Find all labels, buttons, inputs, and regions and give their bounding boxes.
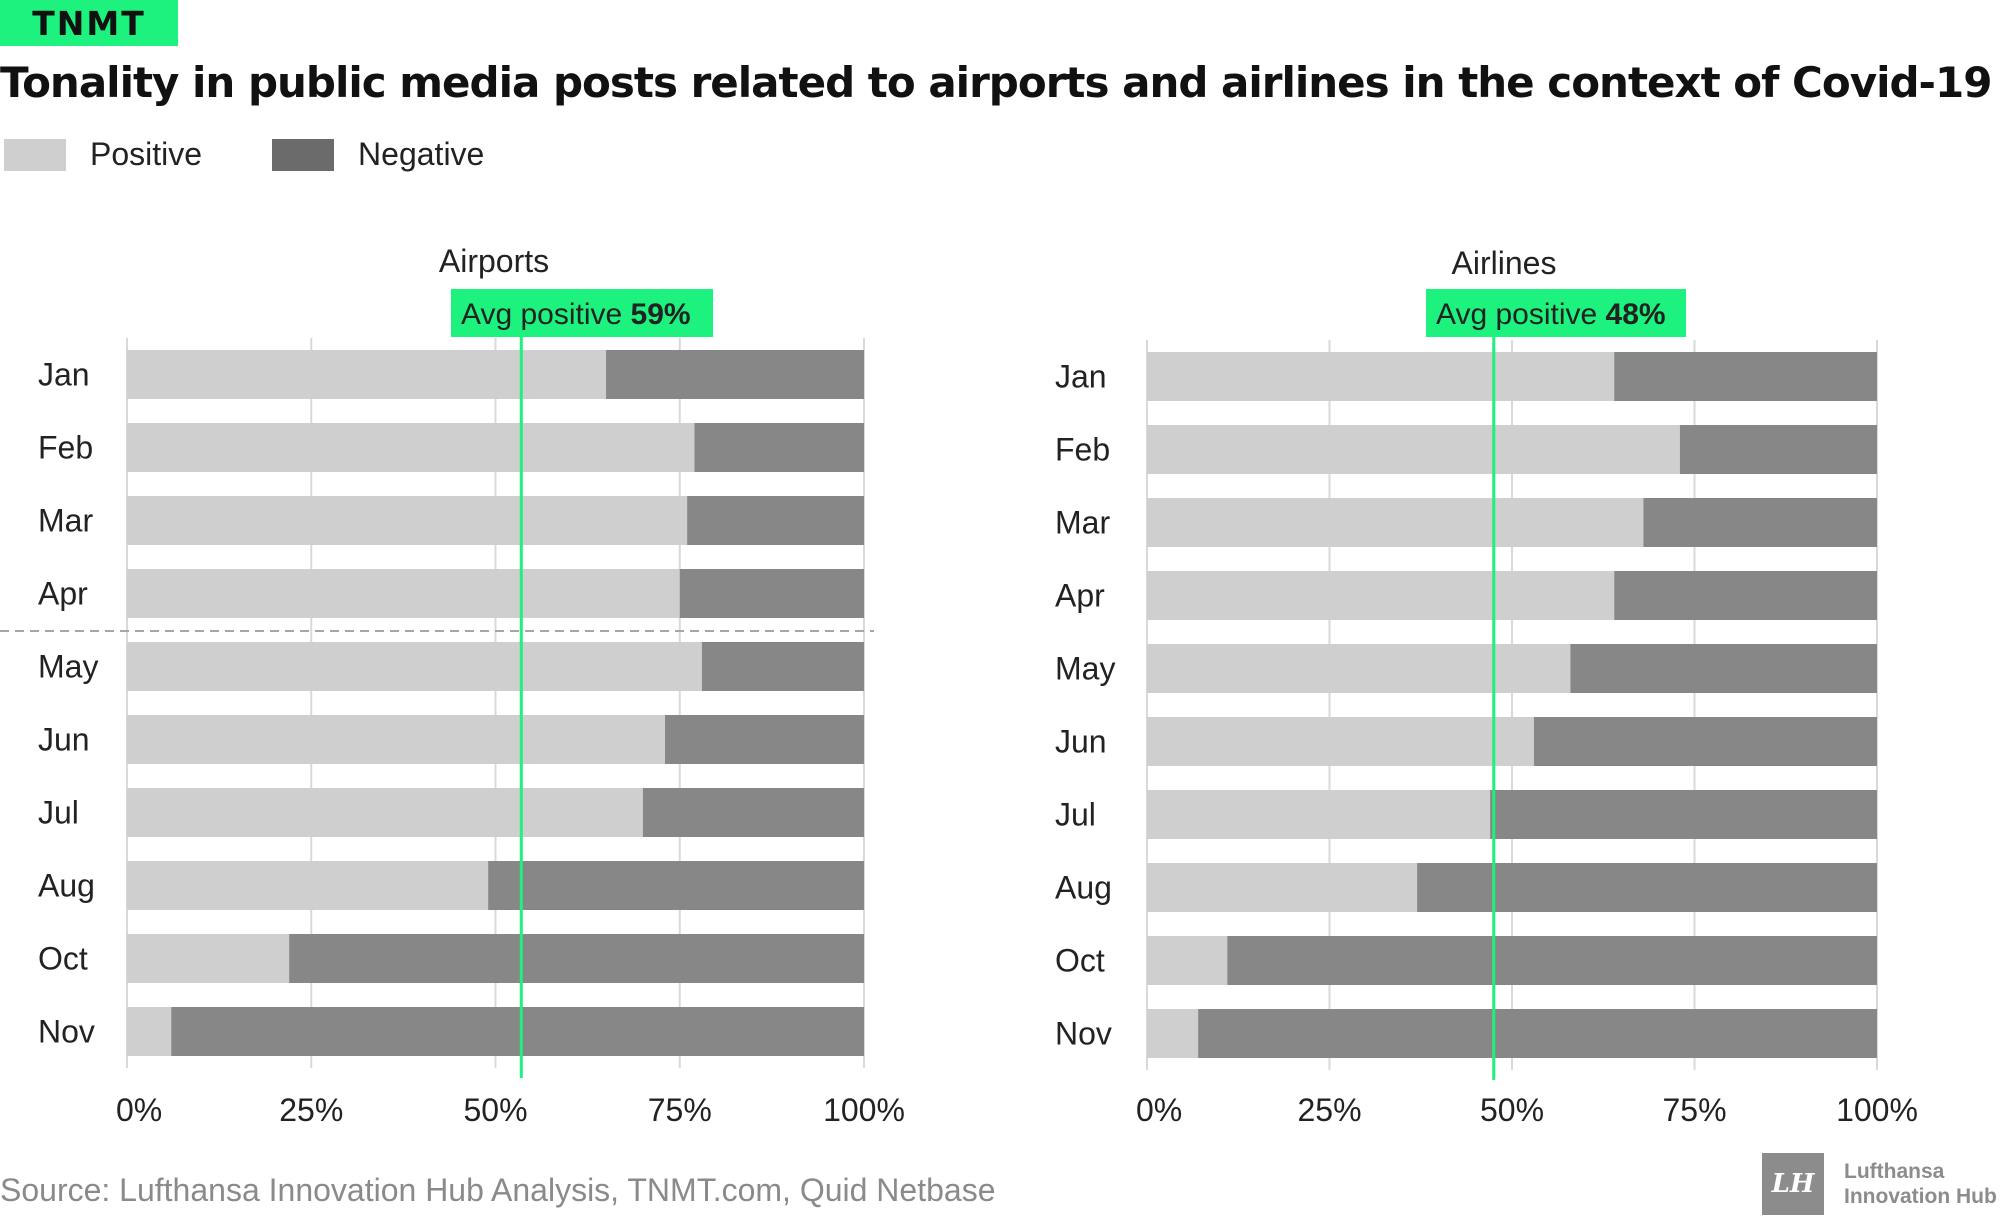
bar-airports-oct-negative [289,934,864,983]
bar-airports-aug-negative [488,861,864,910]
logo-text: Lufthansa Innovation Hub [1844,1159,1997,1209]
bar-airports-jun-negative [665,715,864,764]
logo-line-2: Innovation Hub [1844,1185,1997,1208]
bar-airports-feb-positive [127,423,695,472]
category-label-airlines-jan: Jan [1055,359,1107,395]
tick-label-airports-1: 25% [279,1092,343,1128]
legend: Positive Negative [4,136,554,173]
category-label-airlines-oct: Oct [1055,943,1105,979]
logo-line-1: Lufthansa [1844,1160,1945,1183]
bar-airlines-jan-negative [1614,352,1877,401]
category-label-airports-feb: Feb [38,430,93,466]
category-label-airports-may: May [38,649,98,685]
category-label-airlines-mar: Mar [1055,505,1110,541]
bar-airlines-jul-positive [1147,790,1491,839]
tick-label-airlines-2: 50% [1480,1092,1544,1128]
tick-label-airlines-1: 25% [1297,1092,1361,1128]
category-label-airlines-jul: Jul [1055,797,1096,833]
bar-airports-jan-positive [127,350,607,399]
bar-airports-mar-positive [127,496,688,545]
category-label-airlines-apr: Apr [1055,578,1105,614]
bar-airlines-jan-positive [1147,352,1615,401]
legend-label-negative: Negative [358,136,485,172]
avg-label-value: 48% [1606,298,1666,331]
category-label-airports-jan: Jan [38,357,90,393]
tick-label-airports-2: 50% [463,1092,527,1128]
bar-airlines-jun-positive [1147,717,1534,766]
legend-label-positive: Positive [90,136,203,172]
bar-airports-nov-positive [127,1007,172,1056]
legend-item-positive: Positive [4,136,202,173]
tick-label-airports-0: 0% [116,1092,162,1128]
bar-airlines-mar-positive [1147,498,1644,547]
bar-airports-aug-positive [127,861,489,910]
bar-airlines-jun-negative [1533,717,1877,766]
bar-airports-oct-positive [127,934,290,983]
bar-airlines-feb-negative [1679,425,1877,474]
avg-label-airlines: Avg positive 48% [1436,298,1666,331]
category-label-airlines-nov: Nov [1055,1016,1112,1052]
category-label-airports-nov: Nov [38,1014,95,1050]
category-label-airports-oct: Oct [38,941,88,977]
bar-airlines-nov-negative [1198,1009,1877,1058]
bar-airlines-oct-negative [1227,936,1877,985]
bar-airports-may-positive [127,642,702,691]
page-title: Tonality in public media posts related t… [0,58,1992,107]
lh-mark-icon: LH [1762,1153,1824,1215]
bar-airports-apr-negative [679,569,864,618]
avg-box-airlines [1426,289,1686,337]
avg-label-prefix: Avg positive [1436,298,1606,331]
chart-title-airports: Airports [439,243,549,279]
category-label-airports-aug: Aug [38,868,95,904]
tick-label-airports-4: 100% [823,1092,905,1128]
category-label-airlines-aug: Aug [1055,870,1112,906]
bar-airlines-apr-negative [1614,571,1877,620]
legend-item-negative: Negative [272,136,484,173]
bar-airlines-nov-positive [1147,1009,1199,1058]
bar-airlines-may-negative [1570,644,1877,693]
category-label-airports-apr: Apr [38,576,88,612]
avg-box-airports [451,289,713,337]
bar-airports-jul-negative [642,788,864,837]
chart-airlines: Jan Feb Mar Apr May Jun Jul Aug Oct Nov Avg positi… [1055,245,1918,1128]
source-note: Source: Lufthansa Innovation Hub Analysi… [0,1172,996,1208]
bar-airlines-may-positive [1147,644,1571,693]
bar-airlines-aug-negative [1417,863,1877,912]
chart-airports: Jan Feb Mar Apr May Jun Jul Aug Oct Nov Avg positi… [0,243,905,1128]
bar-airlines-feb-positive [1147,425,1680,474]
category-label-airlines-may: May [1055,651,1115,687]
avg-label-prefix: Avg positive [461,298,631,331]
category-label-airports-mar: Mar [38,503,93,539]
legend-swatch-negative [272,138,335,171]
category-label-airports-jul: Jul [38,795,79,831]
bar-airlines-mar-negative [1643,498,1877,547]
bar-airports-nov-negative [171,1007,865,1056]
bar-airlines-apr-positive [1147,571,1615,620]
bar-airports-jun-positive [127,715,666,764]
chart-title-airlines: Airlines [1452,245,1557,281]
avg-label-airports: Avg positive 59% [461,298,691,331]
bar-airports-feb-negative [694,423,864,472]
bar-airlines-oct-positive [1147,936,1228,985]
category-label-airlines-jun: Jun [1055,724,1107,760]
bar-airports-apr-positive [127,569,680,618]
brand-logo-tnmt: TNMT [0,0,178,46]
tick-label-airports-3: 75% [648,1092,712,1128]
tick-label-airlines-3: 75% [1662,1092,1726,1128]
category-label-airports-jun: Jun [38,722,90,758]
legend-swatch-positive [4,138,66,171]
bar-airports-jan-negative [606,350,864,399]
bar-airports-may-negative [701,642,864,691]
avg-label-value: 59% [631,298,691,331]
tick-label-airlines-4: 100% [1836,1092,1918,1128]
tick-label-airlines-0: 0% [1136,1092,1182,1128]
bar-airports-jul-positive [127,788,643,837]
bar-airlines-aug-positive [1147,863,1418,912]
lufthansa-innovation-hub-logo: LH Lufthansa Innovation Hub [1762,1153,1997,1215]
bar-airports-mar-negative [687,496,864,545]
category-label-airlines-feb: Feb [1055,432,1110,468]
bar-airlines-jul-negative [1490,790,1877,839]
